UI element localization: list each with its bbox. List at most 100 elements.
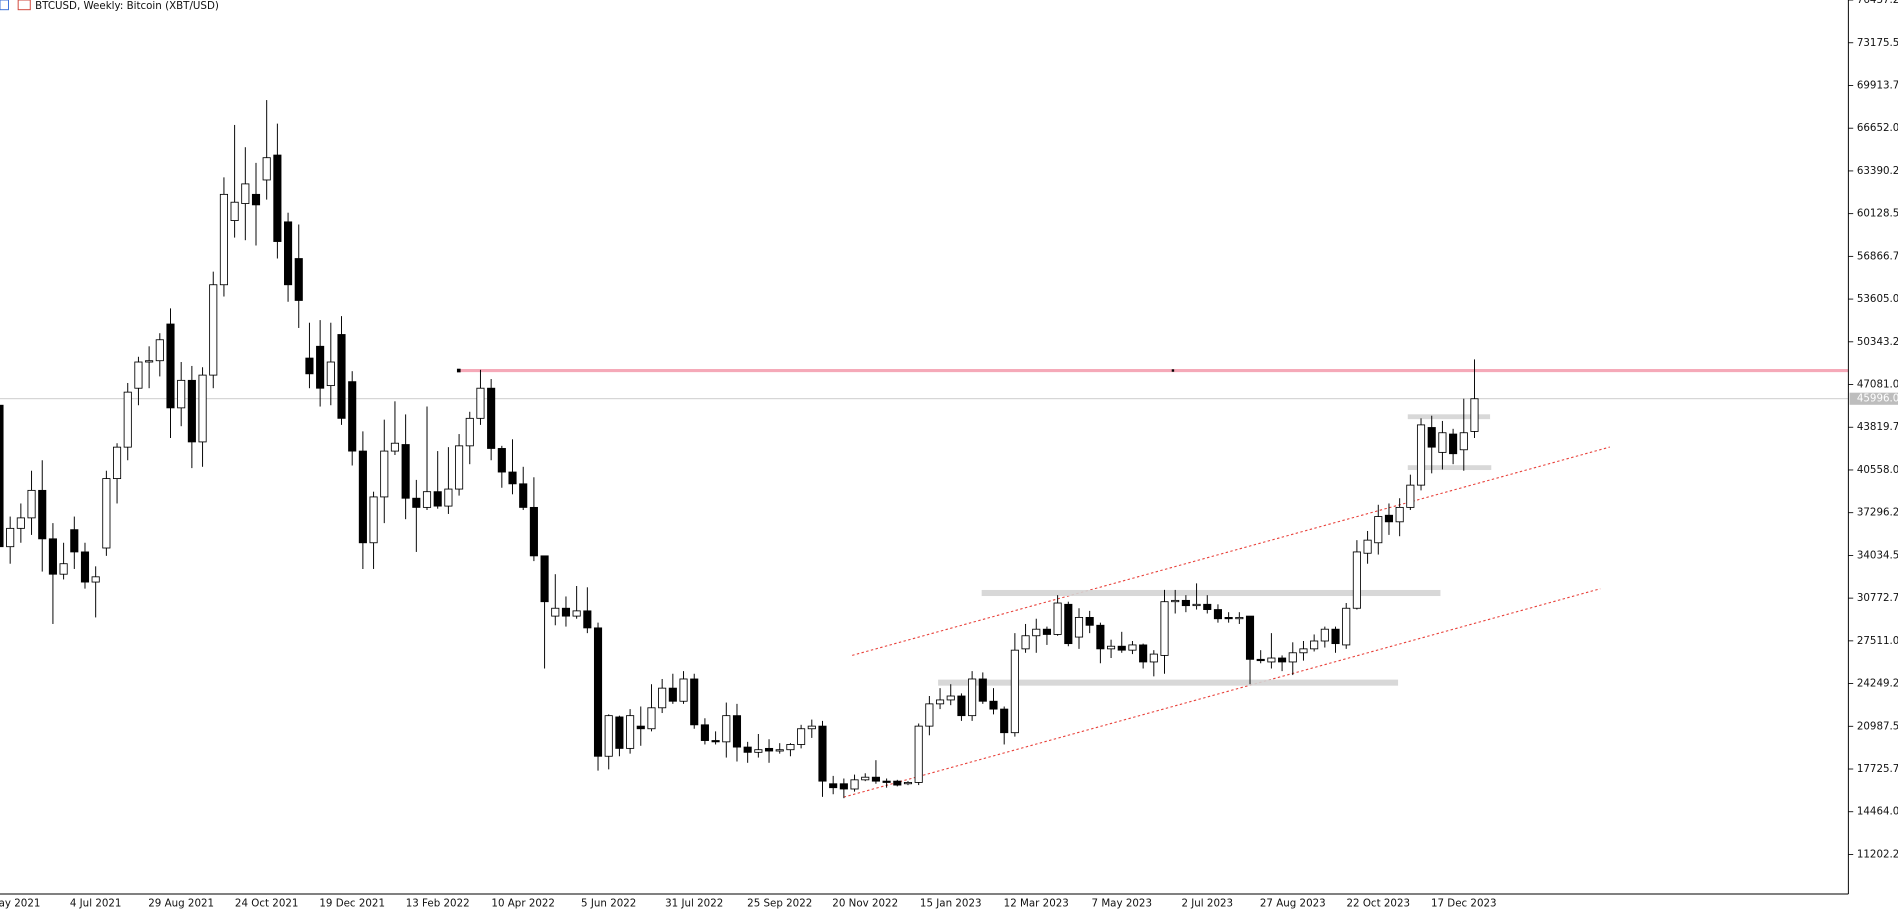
candle-body <box>48 538 57 575</box>
chart-title: BTCUSD, Weekly: Bitcoin (XBT/USD) <box>35 0 219 12</box>
candle-body <box>850 779 859 790</box>
candle-body <box>187 379 196 443</box>
candle-body <box>166 323 175 409</box>
x-tick-label: 12 Mar 2023 <box>1004 898 1069 910</box>
candle-body <box>1160 601 1169 656</box>
candle-body <box>358 450 367 544</box>
candle-body <box>593 627 603 757</box>
candle-body <box>348 381 357 452</box>
candle-body <box>583 610 592 629</box>
candle-body <box>1416 424 1426 486</box>
candle-body <box>829 783 838 789</box>
candle-body <box>145 360 154 363</box>
candle-body <box>989 700 998 710</box>
candle-body <box>529 506 538 557</box>
candle-body <box>839 783 848 790</box>
zone-band <box>938 679 1399 686</box>
candle-body <box>16 517 25 529</box>
y-tick-label: 63390.25 <box>1857 165 1898 177</box>
candle-body <box>219 193 228 286</box>
candle-body <box>487 387 496 449</box>
candle-body <box>102 478 111 549</box>
candle-body <box>647 707 656 730</box>
price-label-box <box>1849 392 1898 405</box>
candle-body <box>626 715 635 749</box>
candle-body <box>134 361 143 389</box>
candle-body <box>1224 616 1233 620</box>
candle-body <box>284 221 293 286</box>
candle-body <box>401 444 410 499</box>
x-tick-label: 9 May 2021 <box>0 898 40 910</box>
candle-body <box>882 780 891 783</box>
candle-body <box>1107 645 1116 650</box>
candle-body <box>561 607 571 617</box>
x-tick-label: 22 Oct 2023 <box>1347 898 1411 910</box>
candle-body <box>925 703 934 727</box>
candle-body <box>6 527 15 548</box>
candle-body <box>241 183 250 204</box>
candle-body <box>968 678 977 717</box>
candle-body <box>1299 648 1308 654</box>
candle-body <box>732 715 742 748</box>
candle-body <box>1406 484 1415 508</box>
y-tick-label: 73175.50 <box>1857 37 1898 49</box>
candle-body <box>1449 433 1458 455</box>
candle-body <box>1181 599 1190 607</box>
candle-body <box>262 157 271 181</box>
x-tick-label: 17 Dec 2023 <box>1431 898 1497 910</box>
y-tick-label: 53605.00 <box>1857 293 1898 305</box>
drawings <box>843 414 1611 798</box>
candle-body <box>38 489 47 540</box>
candle-body <box>797 728 806 745</box>
candle-body <box>946 695 955 701</box>
candle-body <box>251 193 261 206</box>
candle-body <box>380 450 389 498</box>
candle-body <box>935 699 945 705</box>
candle-body <box>27 489 36 519</box>
y-tick-label: 14464.00 <box>1857 806 1898 818</box>
candle-body <box>1395 506 1404 523</box>
candle-body <box>754 749 763 753</box>
candle-body <box>294 258 303 301</box>
candle-body <box>1149 653 1158 663</box>
candle-body <box>1310 640 1319 650</box>
candle-body <box>230 201 239 221</box>
candle-body <box>615 716 624 749</box>
x-tick-label: 24 Oct 2021 <box>235 898 299 910</box>
y-tick-label: 47081.00 <box>1857 379 1898 391</box>
y-tick-label: 11202.25 <box>1857 848 1898 860</box>
y-tick-label: 69913.75 <box>1857 79 1898 91</box>
candle-body <box>743 746 752 753</box>
candle-body <box>871 776 880 782</box>
y-tick-label: 27511.00 <box>1857 635 1898 647</box>
candle-body <box>1085 616 1094 626</box>
candle-body <box>1000 708 1009 734</box>
y-tick-label: 56866.75 <box>1857 250 1898 262</box>
candle-body <box>690 678 699 726</box>
candle-body <box>337 334 346 419</box>
candle-body <box>0 404 4 548</box>
candle-body <box>1096 624 1105 650</box>
candle-body <box>422 491 432 508</box>
y-tick-label: 60128.50 <box>1857 208 1898 220</box>
candle-body <box>444 488 453 507</box>
candle-body <box>70 529 79 553</box>
x-tick-label: 5 Jun 2022 <box>581 898 636 910</box>
candle-body <box>1235 616 1244 620</box>
y-tick-label: 30772.75 <box>1857 592 1898 604</box>
candle-body <box>903 782 913 785</box>
level-anchor <box>456 368 461 373</box>
candle-body <box>465 417 474 447</box>
y-tick-label: 37296.25 <box>1857 507 1898 519</box>
candle-body <box>711 740 720 743</box>
x-tick-label: 25 Sep 2022 <box>747 898 812 910</box>
candle-body <box>1064 603 1073 645</box>
candle-body <box>433 491 442 507</box>
candle-body <box>572 610 581 617</box>
y-tick-label: 20987.50 <box>1857 720 1898 732</box>
candle-body <box>177 379 186 409</box>
candle-body <box>1438 432 1447 453</box>
